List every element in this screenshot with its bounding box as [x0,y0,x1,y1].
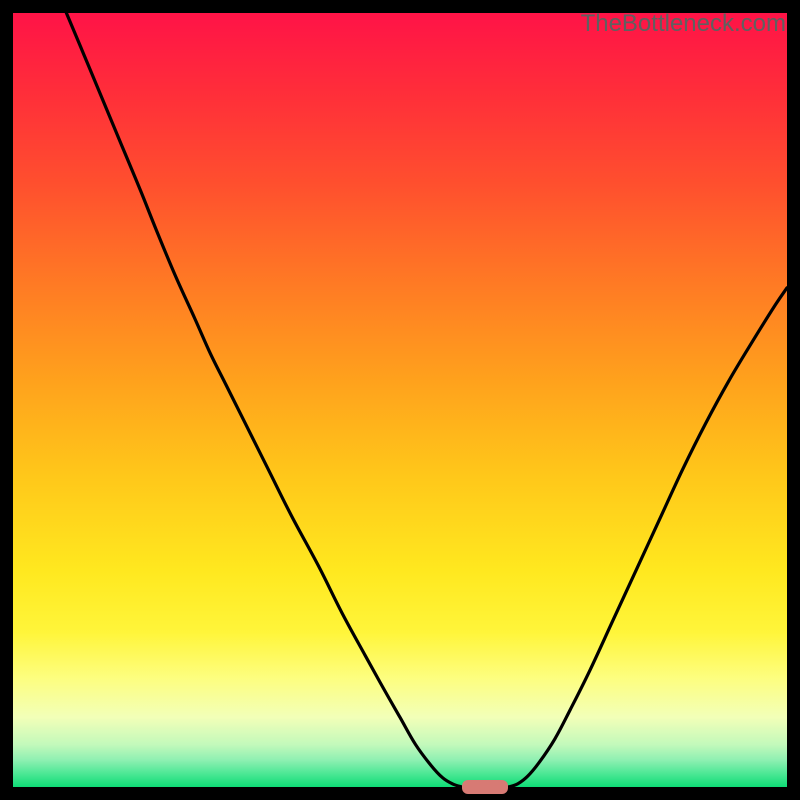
curve-layer [13,13,787,787]
bottleneck-curve-left [66,13,462,787]
plot-area [13,13,787,787]
bottleneck-marker [462,780,508,794]
chart-container: TheBottleneck.com [0,0,800,800]
bottleneck-curve-right [508,288,787,787]
watermark-label: TheBottleneck.com [581,10,786,38]
